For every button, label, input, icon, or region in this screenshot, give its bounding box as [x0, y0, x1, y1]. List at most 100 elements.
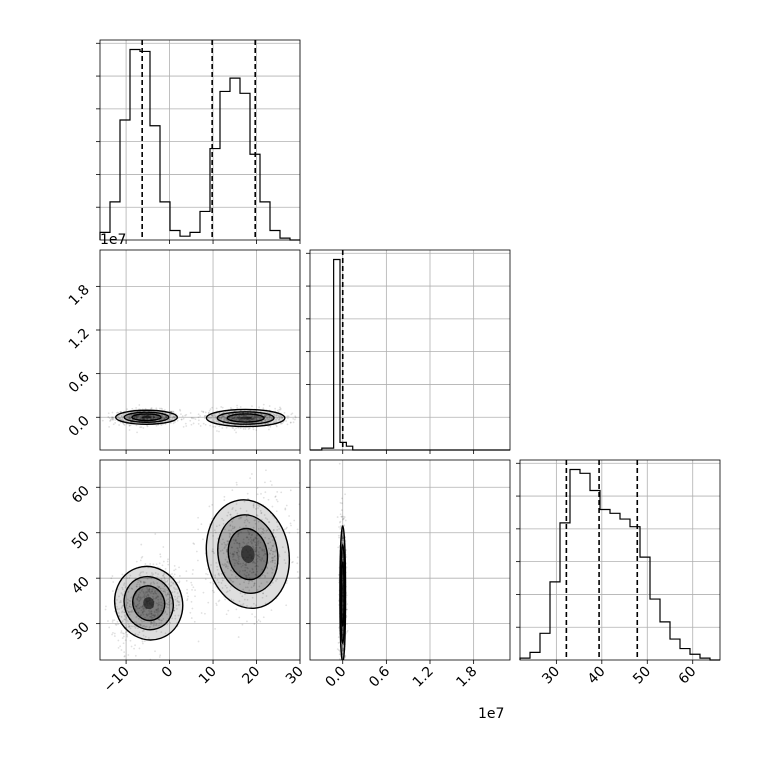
scatter-point [233, 542, 236, 545]
scatter-point [285, 527, 288, 530]
scatter-point [233, 429, 236, 431]
scatter-point [261, 548, 263, 550]
scatter-point [155, 608, 158, 611]
scatter-point [153, 582, 156, 585]
scatter-point [276, 528, 279, 531]
scatter-point [214, 415, 217, 418]
scatter-point [241, 595, 244, 598]
scatter-point [230, 407, 232, 409]
scatter-point [259, 509, 262, 512]
scatter-point [128, 417, 131, 420]
scatter-point [341, 649, 344, 651]
scatter-point [238, 583, 241, 586]
scatter-point [257, 555, 259, 557]
scatter-point [233, 562, 236, 565]
scatter-point [254, 536, 257, 539]
scatter-point [118, 424, 120, 426]
scatter-point [166, 613, 168, 616]
scatter-point [281, 546, 284, 549]
y-tick-label-1-1: 0.6 [66, 369, 93, 396]
y-tick-label-1-0: 0.0 [66, 413, 93, 440]
scatter-point [186, 599, 189, 602]
scatter-point [244, 569, 247, 572]
scatter-point [223, 499, 226, 502]
scatter-point [136, 597, 139, 599]
scatter-point [124, 618, 127, 621]
scatter-point [123, 611, 126, 614]
scatter-point [276, 491, 279, 493]
scatter-point [232, 599, 235, 602]
scatter-point [267, 418, 270, 421]
scatter-point [174, 568, 177, 571]
scatter-point [146, 418, 149, 420]
scatter-point [279, 407, 282, 410]
scatter-point [248, 418, 251, 421]
scatter-point [145, 590, 148, 593]
scatter-point [232, 553, 235, 556]
scatter-point [213, 420, 215, 423]
scatter-point [257, 565, 259, 568]
scatter-point [194, 418, 197, 421]
scatter-point [166, 593, 169, 596]
scatter-point [238, 415, 241, 418]
scatter-point [252, 538, 255, 541]
scatter-point [88, 412, 90, 414]
scatter-point [254, 562, 257, 565]
scatter-point [254, 522, 257, 525]
panel-frame-2-1 [309, 459, 511, 661]
scatter-point [232, 417, 235, 420]
scatter-point [116, 620, 119, 623]
scatter-point [303, 629, 305, 631]
scatter-point [237, 549, 240, 552]
scatter-point [252, 504, 255, 507]
scatter-point [238, 414, 241, 417]
scatter-point [341, 541, 344, 544]
scatter-point [246, 529, 249, 532]
scatter-point [152, 623, 155, 626]
scatter-point [284, 507, 287, 510]
scatter-point [260, 527, 262, 530]
scatter-point [165, 606, 168, 608]
scatter-point [140, 619, 142, 622]
scatter-point [255, 573, 257, 576]
scatter-point [225, 419, 227, 421]
scatter-point [141, 620, 143, 623]
scatter-point [230, 569, 233, 572]
scatter-point [169, 596, 171, 599]
scatter-point [269, 560, 272, 563]
scatter-point [264, 419, 267, 422]
scatter-point [145, 613, 148, 616]
scatter-point [235, 431, 237, 434]
scatter-point [265, 530, 268, 532]
scatter-point [137, 596, 140, 599]
scatter-point [146, 588, 149, 591]
scatter-point [113, 635, 116, 637]
scatter-point [144, 616, 146, 619]
scatter-point [134, 605, 137, 608]
scatter-point [339, 513, 342, 516]
scatter-point [157, 618, 160, 621]
scatter-point [239, 562, 242, 565]
scatter-point [213, 591, 215, 594]
scatter-point [260, 582, 263, 585]
scatter-point [262, 496, 265, 499]
scatter-point [269, 480, 272, 483]
x-tick-label-2-3: 60 [676, 664, 700, 688]
scatter-point [256, 493, 259, 496]
scatter-point [138, 597, 141, 599]
scatter-point [341, 643, 344, 646]
scatter-point [252, 571, 255, 574]
scatter-point [264, 481, 266, 484]
scatter-point [120, 410, 122, 413]
scatter-point [174, 421, 176, 423]
scatter-point [266, 572, 269, 575]
scatter-point [153, 611, 156, 614]
scatter-point [175, 604, 178, 607]
scatter-point [204, 423, 207, 426]
scatter-point [268, 521, 271, 524]
scatter-point [248, 521, 251, 524]
scatter-point [158, 610, 160, 613]
scatter-point [139, 575, 142, 577]
scatter-point [238, 542, 240, 545]
scatter-point [246, 598, 249, 601]
